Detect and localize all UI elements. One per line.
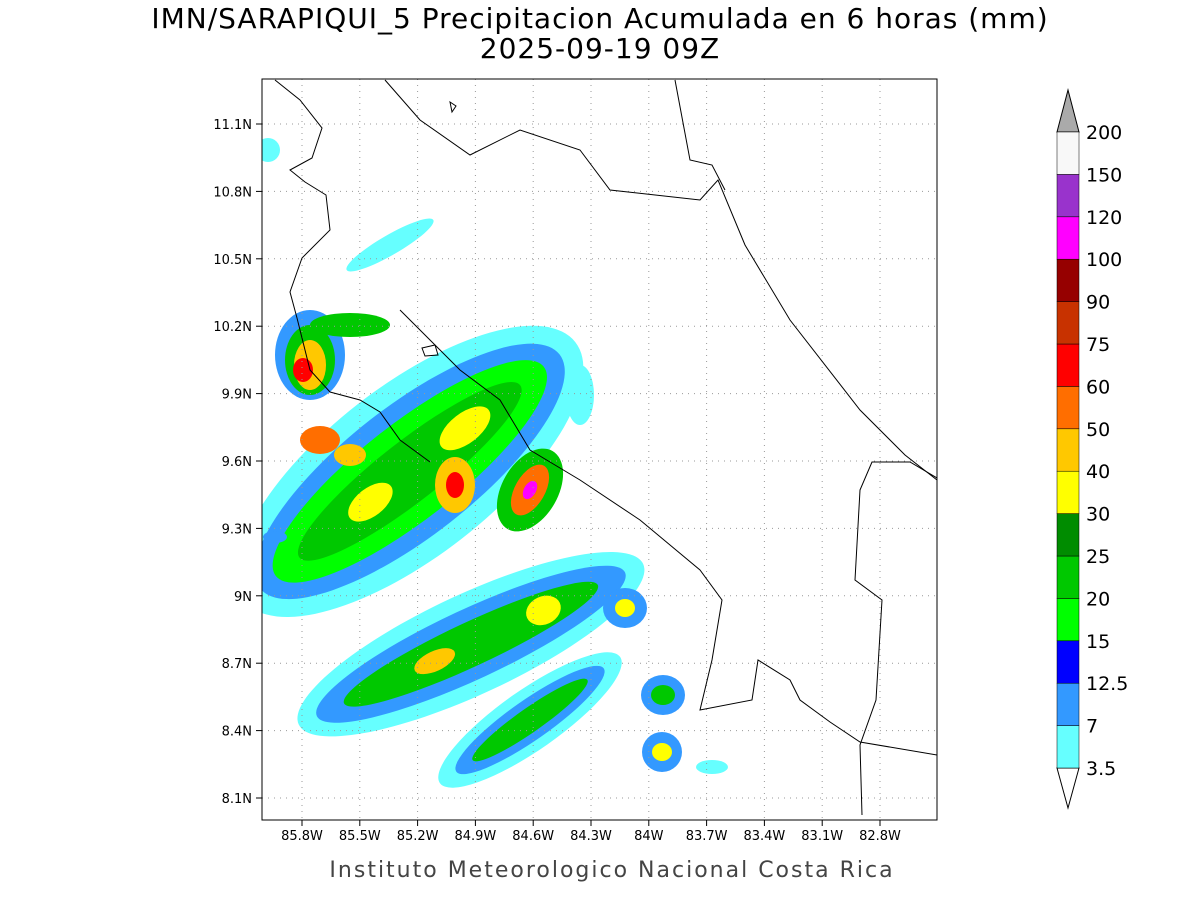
colorbar-swatch	[1056, 598, 1080, 642]
colorbar-label: 90	[1086, 292, 1110, 314]
colorbar-swatch	[1056, 343, 1080, 387]
colorbar-label: 3.5	[1086, 758, 1116, 780]
precipitation-field	[262, 138, 728, 788]
colorbar-label: 60	[1086, 376, 1110, 398]
colorbar-label: 7	[1086, 716, 1098, 738]
colorbar-swatch	[1056, 131, 1080, 175]
colorbar-label: 20	[1086, 588, 1110, 610]
colorbar-label: 30	[1086, 504, 1110, 526]
colorbar-above	[1056, 88, 1080, 133]
lat-tick-label: 9.6N	[222, 455, 252, 470]
colorbar-label: 100	[1086, 249, 1122, 271]
lat-tick-label: 9N	[234, 590, 252, 605]
colorbar: 3.5 7 12.5 15 20 25 30 40 50 60 75 90 100 120 150 200	[1056, 88, 1128, 810]
colorbar-label: 200	[1086, 122, 1122, 144]
colorbar-label: 75	[1086, 334, 1110, 356]
colorbar-swatch	[1056, 386, 1080, 430]
colorbar-swatch	[1056, 725, 1080, 769]
lat-tick-label: 10.2N	[213, 320, 252, 335]
map-frame	[261, 78, 938, 821]
colorbar-label: 40	[1086, 461, 1110, 483]
lon-tick-label: 84.9W	[454, 829, 496, 844]
footer: Instituto Meteorologico Nacional Costa R…	[329, 858, 894, 883]
lon-tick-label: 82.8W	[859, 829, 901, 844]
lon-tick-label: 83.1W	[801, 829, 843, 844]
rain-band-south	[297, 552, 645, 737]
rain-cells	[263, 310, 594, 543]
lat-tick-label: 10.8N	[213, 185, 252, 200]
colorbar-label: 150	[1086, 164, 1122, 186]
colorbar-swatch	[1056, 470, 1080, 514]
title: IMN/SARAPIQUI_5 Precipitacion Acumulada …	[151, 2, 1048, 35]
colorbar-swatch	[1056, 258, 1080, 302]
graticule: 85.8W 85.5W 85.2W 84.9W 84.6W 84.3W 84W 83.7W 83…	[213, 79, 937, 844]
lon-tick-label: 85.5W	[339, 829, 381, 844]
lon-tick-label: 84.6W	[512, 829, 554, 844]
colorbar-label: 120	[1086, 207, 1122, 229]
lon-tick-label: 85.8W	[281, 829, 323, 844]
colorbar-swatch	[1056, 682, 1080, 726]
colorbar-swatch	[1056, 216, 1080, 260]
lon-tick-label: 85.2W	[397, 829, 439, 844]
colorbar-label: 50	[1086, 419, 1110, 441]
lon-tick-label: 84.3W	[570, 829, 612, 844]
lat-tick-label: 8.1N	[222, 792, 252, 807]
colorbar-swatch	[1056, 555, 1080, 599]
colorbar-below	[1056, 767, 1080, 810]
lon-tick-label: 84W	[634, 829, 664, 844]
rain-band-southeast	[438, 652, 622, 788]
colorbar-swatch	[1056, 428, 1080, 472]
lat-tick-label: 10.5N	[213, 253, 252, 268]
lon-tick-label: 83.7W	[686, 829, 728, 844]
subtitle: 2025-09-19 09Z	[480, 32, 720, 65]
lat-tick-label: 9.9N	[222, 388, 252, 403]
coastlines	[274, 79, 937, 816]
lat-tick-label: 8.4N	[222, 725, 252, 740]
colorbar-swatch	[1056, 513, 1080, 557]
colorbar-label: 25	[1086, 546, 1110, 568]
lat-tick-label: 8.7N	[222, 657, 252, 672]
colorbar-label: 15	[1086, 631, 1110, 653]
lat-tick-label: 9.3N	[222, 522, 252, 537]
lat-tick-label: 11.1N	[213, 118, 252, 133]
lon-tick-label: 83.4W	[743, 829, 785, 844]
colorbar-swatch	[1056, 301, 1080, 345]
colorbar-swatch	[1056, 640, 1080, 684]
rain-band-north	[262, 325, 584, 617]
colorbar-label: 12.5	[1086, 673, 1128, 695]
colorbar-swatch	[1056, 174, 1080, 218]
